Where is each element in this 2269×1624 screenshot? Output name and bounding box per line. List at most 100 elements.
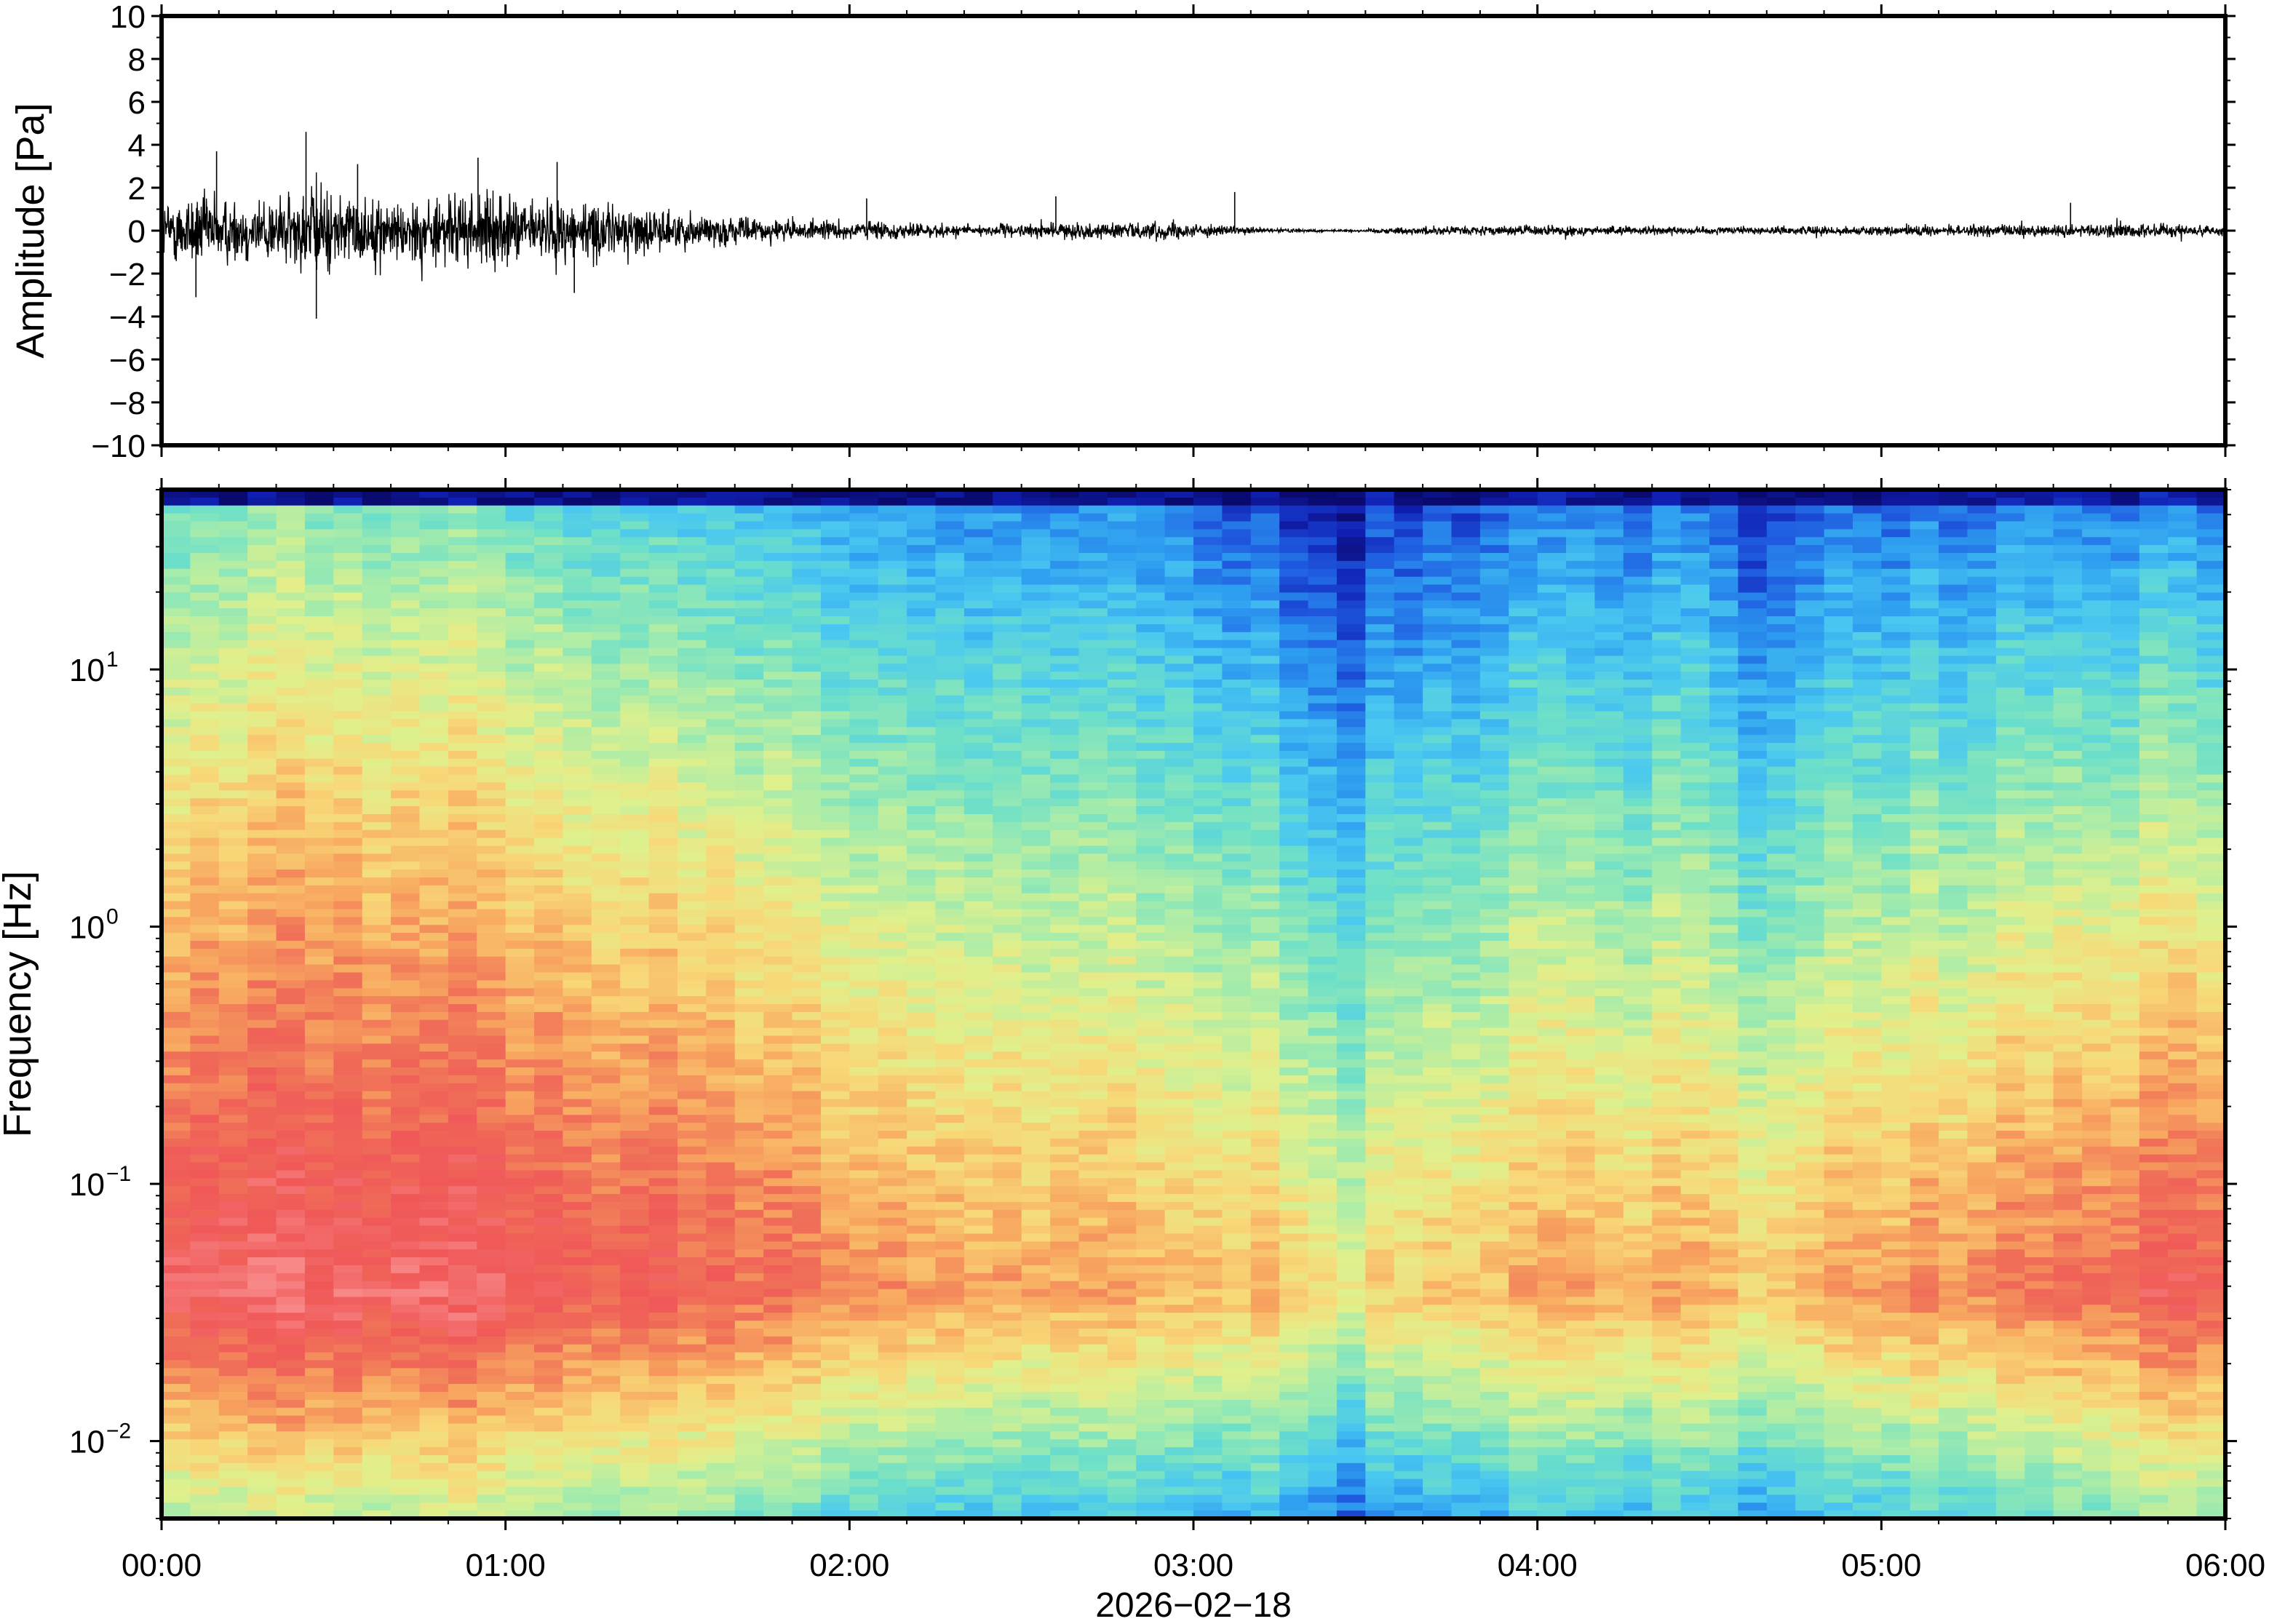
spectrogram-cell [534,1510,564,1518]
spectrogram-cell [419,813,449,823]
spectrogram-cell [878,1328,907,1337]
spectrogram-cell [333,948,363,958]
spectrogram-cell [505,1510,535,1518]
spectrogram-cell [792,1376,822,1385]
spectrogram-cell [247,1391,277,1401]
spectrogram-cell [333,1011,363,1021]
spectrogram-cell [505,1447,535,1456]
spectrogram-cell [1021,964,1051,974]
spectrogram-cell [648,1035,678,1045]
spectrogram-cell [563,853,592,863]
spectrogram-cell [218,680,248,688]
spectrogram-cell [677,972,707,982]
spectrogram-cell [563,1225,592,1235]
spectrogram-cell [1193,497,1223,506]
spectrogram-cell [505,861,535,870]
spectrogram-cell [1021,1447,1051,1456]
spectrogram-cell [620,1138,650,1147]
spectrogram-cell [190,1115,220,1123]
spectrogram-cell [162,711,191,720]
spectrogram-cell [1136,885,1166,894]
spectrogram-cell [963,1486,994,1496]
spectrogram-cell [935,1035,965,1045]
spectrogram-cell [190,576,220,586]
spectrogram-cell [218,806,248,815]
spectrogram-cell [1136,1321,1166,1329]
spectrogram-cell [247,1225,277,1235]
spectrogram-cell [907,537,937,546]
spectrogram-cell [878,1249,907,1258]
spectrogram-cell [448,972,478,982]
spectrogram-cell [534,782,564,792]
spectrogram-cell [333,972,363,982]
spectrogram-cell [1107,1107,1137,1116]
waveform-ytick-label: 0 [128,214,146,250]
spectrogram-cell [534,972,564,982]
spectrogram-cell [1136,766,1166,776]
spectrogram-cell [1164,576,1194,586]
spectrogram-cell [505,1454,535,1464]
spectrogram-cell [734,1407,764,1417]
spectrogram-cell [907,632,937,641]
spectrogram-cell [763,1344,793,1353]
spectrogram-cell [1164,1241,1194,1250]
spectrogram-cell [391,948,421,958]
spectrogram-cell [677,1407,707,1417]
spectrogram-cell [1050,750,1080,760]
spectrogram-cell [1107,1289,1137,1298]
spectrogram-cell [591,1146,621,1155]
spectrogram-cell [620,529,650,538]
spectrogram-cell [362,1384,392,1393]
spectrogram-cell [591,1391,621,1401]
spectrogram-cell [162,1233,191,1243]
spectrogram-cell [391,829,421,839]
spectrogram-cell [190,821,220,831]
spectrogram-cell [792,727,822,736]
spectrogram-cell [763,845,793,855]
spectrogram-cell [591,893,621,902]
spectrogram-cell [1164,497,1194,506]
spectrogram-cell [1050,1019,1080,1029]
spectrogram-cell [878,1447,907,1456]
spectrogram-cell [276,1462,306,1472]
spectrogram-cell [620,1447,650,1456]
spectrogram-cell [993,521,1022,530]
spectrogram-cell [849,1257,879,1266]
spectrogram-cell [505,592,535,602]
spectrogram-cell [677,1478,707,1488]
spectrogram-cell [448,996,478,1005]
spectrogram-cell [591,1431,621,1441]
spectrogram-cell [218,1454,248,1464]
spectrogram-cell [333,1225,363,1235]
spectrogram-cell [620,1486,650,1496]
spectrogram-cell [162,1431,191,1441]
spectrogram-cell [935,1138,965,1147]
spectrogram-cell [1136,1478,1166,1488]
spectrogram-cell [362,632,392,641]
spectrogram-cell [1107,1328,1137,1337]
spectrogram-cell [878,1352,907,1361]
spectrogram-cell [1164,1233,1194,1243]
spectrogram-cell [419,521,449,530]
spectrogram-cell [820,727,851,736]
spectrogram-cell [1050,1186,1080,1195]
spectrogram-cell [391,798,421,807]
spectrogram-cell [505,988,535,997]
spectrogram-cell [1164,1344,1194,1353]
spectrogram-cell [419,1478,449,1488]
spectrogram-cell [190,1194,220,1203]
spectrogram-cell [734,1123,764,1131]
spectrogram-cell [591,537,621,546]
spectrogram-cell [419,1494,449,1504]
spectrogram-cell [1136,1217,1166,1227]
spectrogram-cell [963,568,994,578]
spectrogram-cell [792,537,822,546]
spectrogram-cell [1164,1178,1194,1187]
spectrogram-cell [534,1019,564,1029]
spectrogram-cell [477,680,506,688]
spectrogram-cell [304,592,335,602]
spectrogram-cell [505,909,535,918]
spectrogram-cell [162,806,191,815]
spectrogram-cell [505,1257,535,1266]
spectrogram-cell [304,1494,335,1504]
